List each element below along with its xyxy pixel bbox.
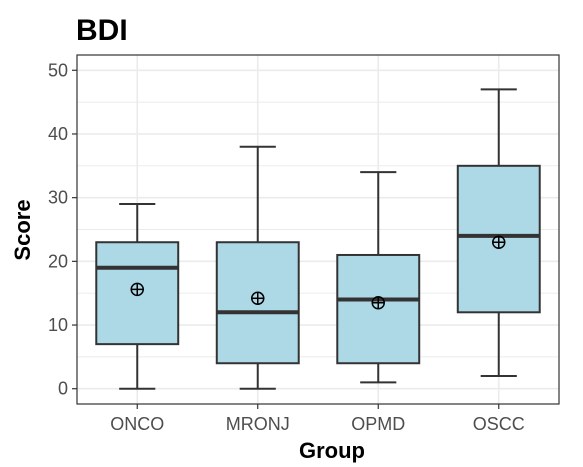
y-tick-label: 20 — [48, 251, 68, 271]
x-tick-label: OPMD — [351, 414, 405, 434]
y-tick-label: 0 — [58, 379, 68, 399]
x-tick-label: ONCO — [110, 414, 164, 434]
x-axis-title: Group — [299, 438, 365, 463]
y-axis-title: Score — [10, 199, 35, 260]
box-layer — [95, 88, 541, 390]
box-group-onco — [95, 203, 180, 390]
x-tick-label: OSCC — [473, 414, 525, 434]
chart-title: BDI — [76, 14, 128, 47]
box-group-oscc — [456, 88, 541, 377]
y-tick-label: 30 — [48, 188, 68, 208]
y-tick-label: 50 — [48, 60, 68, 80]
y-tick-label: 10 — [48, 315, 68, 335]
x-axis: ONCO MRONJ OPMD OSCC — [110, 404, 525, 434]
box-group-opmd — [336, 171, 421, 384]
panel-border — [76, 54, 560, 405]
x-tick-label: MRONJ — [226, 414, 290, 434]
y-axis: 0 10 20 30 40 50 — [48, 60, 77, 399]
box-group-mronj — [215, 145, 300, 390]
y-tick-label: 40 — [48, 124, 68, 144]
